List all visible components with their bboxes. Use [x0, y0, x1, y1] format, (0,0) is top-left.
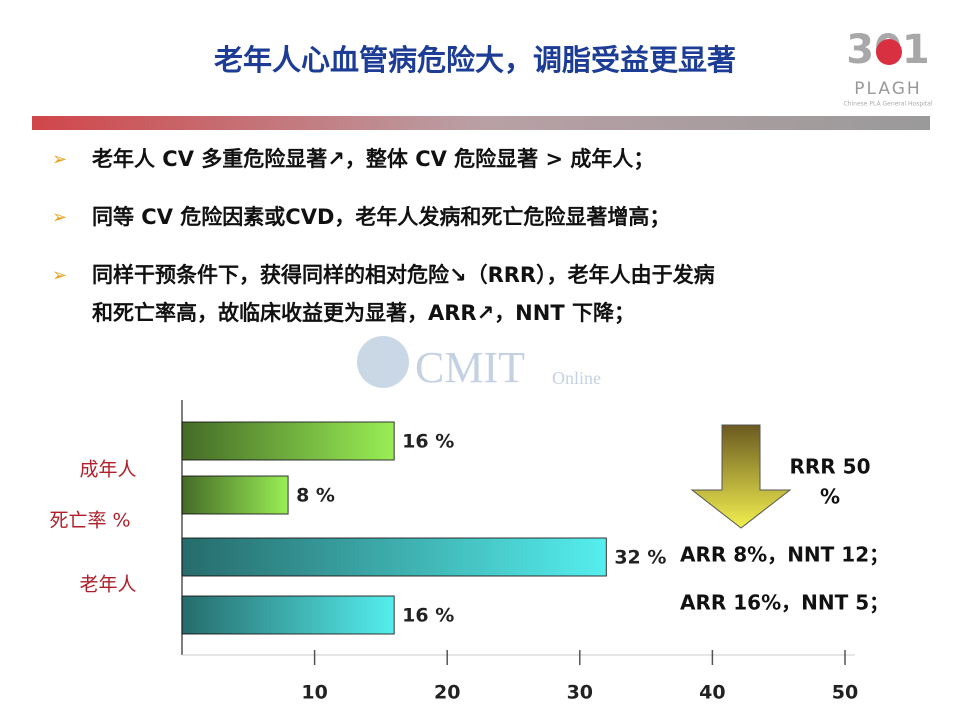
- bar-shade: [182, 422, 395, 460]
- bar-shade: [182, 476, 289, 514]
- watermark-sub: Online: [552, 368, 601, 388]
- x-tick-label: 40: [699, 682, 725, 704]
- value-label: 16 %: [402, 431, 454, 453]
- watermark-globe: [357, 336, 409, 388]
- value-label: 8 %: [296, 485, 335, 507]
- category-label: 老年人: [79, 574, 136, 596]
- category-label: 成年人: [79, 459, 136, 481]
- annotation: ARR 16%，NNT 5；: [680, 591, 889, 615]
- title-band: [32, 116, 930, 130]
- value-label: 16 %: [402, 605, 454, 627]
- x-tick-label: 20: [434, 682, 460, 704]
- logo-sub: Chinese PLA General Hospital: [843, 101, 932, 108]
- bullet-marker: ➢: [52, 149, 67, 170]
- bar-shade: [182, 596, 395, 634]
- slide-title: 老年人心血管病危险大，调脂受益更显著: [214, 43, 736, 77]
- annotation: RRR 50: [790, 455, 871, 479]
- bar-shade: [182, 538, 607, 576]
- bullet-text: 和死亡率高，故临床收益更为显著，ARR↗，NNT 下降；: [92, 301, 635, 325]
- value-label: 32 %: [614, 547, 666, 569]
- bullet-marker: ➢: [52, 207, 67, 228]
- bullet-text: 同样干预条件下，获得同样的相对危险↘（RRR），老年人由于发病: [92, 263, 715, 287]
- logo: 301 PLAGH Chinese PLA General Hospital: [843, 27, 932, 108]
- bullet-text: 老年人 CV 多重危险显著↗，整体 CV 危险显著 > 成年人；: [92, 147, 654, 171]
- y-axis-label: 死亡率 %: [49, 510, 130, 532]
- bullet-marker: ➢: [52, 265, 67, 286]
- annotation: %: [820, 485, 840, 509]
- logo-cross: [876, 39, 902, 65]
- decrease-arrow: [690, 424, 792, 529]
- logo-name: PLAGH: [854, 79, 921, 99]
- x-tick-label: 30: [567, 682, 593, 704]
- x-tick-label: 10: [301, 682, 327, 704]
- x-tick-label: 50: [832, 682, 858, 704]
- bullet-text: 同等 CV 危险因素或CVD，老年人发病和死亡危险显著增高；: [92, 205, 670, 229]
- watermark-main: CMIT: [415, 343, 525, 392]
- annotation: ARR 8%，NNT 12；: [680, 543, 889, 567]
- watermark: CMIT Online: [357, 336, 601, 392]
